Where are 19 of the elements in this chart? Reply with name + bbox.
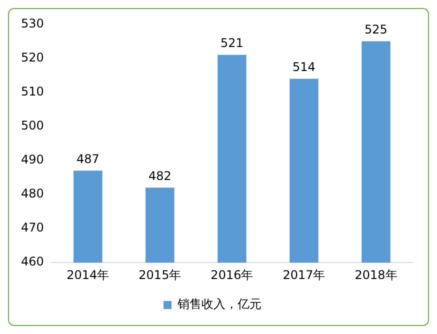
y-tick-label: 470: [21, 220, 44, 235]
x-tick-label: 2018年: [354, 268, 398, 282]
legend-label: 销售收入，亿元: [176, 297, 262, 312]
y-tick-label: 500: [21, 118, 44, 132]
y-tick-label: 530: [21, 16, 44, 30]
y-tick-label: 520: [21, 50, 44, 64]
data-label: 514: [292, 60, 316, 74]
data-label: 525: [364, 22, 388, 36]
y-tick-label: 460: [21, 254, 44, 269]
data-label: 521: [220, 36, 244, 50]
x-tick-label: 2016年: [210, 268, 254, 282]
y-tick-label: 510: [21, 84, 44, 98]
x-tick-label: 2014年: [66, 268, 110, 282]
y-tick-label: 490: [21, 152, 44, 167]
x-tick-label: 2017年: [282, 268, 326, 282]
data-label: 487: [76, 152, 100, 166]
x-tick-label: 2015年: [138, 268, 182, 282]
data-label: 482: [148, 168, 172, 183]
y-tick-label: 480: [21, 186, 44, 201]
